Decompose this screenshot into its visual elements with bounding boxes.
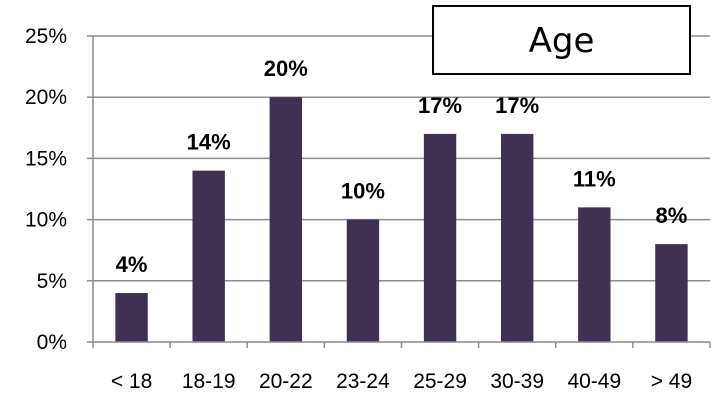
y-tick-label: 25% xyxy=(25,25,67,48)
bar xyxy=(346,219,380,342)
bars xyxy=(115,97,688,342)
y-tick-label: 10% xyxy=(25,209,67,232)
data-label: 10% xyxy=(341,179,385,204)
x-tick-label: 40-49 xyxy=(567,370,621,393)
data-label: 17% xyxy=(418,93,462,118)
chart-title-box: Age xyxy=(432,5,691,75)
x-tick-label: 20-22 xyxy=(259,370,313,393)
x-tick-label: 23-24 xyxy=(336,370,390,393)
data-label: 20% xyxy=(264,56,308,81)
x-tick-label: 25-29 xyxy=(413,370,467,393)
y-tick-label: 0% xyxy=(37,331,67,354)
data-label: 14% xyxy=(187,130,231,155)
data-label: 17% xyxy=(495,93,539,118)
title-frame xyxy=(432,5,691,75)
x-tick-label: 18-19 xyxy=(182,370,236,393)
labels: 0% 5% 10% 15% 20% 25% 4% < 18 14% 18-19 20% 20-22 10… xyxy=(25,25,692,393)
bar xyxy=(500,133,534,342)
chart-title: Age xyxy=(529,21,595,61)
bar xyxy=(655,244,688,342)
x-tick-label: < 18 xyxy=(111,370,152,393)
bar xyxy=(192,170,225,342)
bar xyxy=(115,293,148,342)
bar xyxy=(578,207,611,342)
axes xyxy=(87,35,711,348)
y-tick-label: 15% xyxy=(25,147,67,170)
x-tick-label: > 49 xyxy=(651,370,692,393)
x-tick-label: 30-39 xyxy=(490,370,544,393)
data-label: 4% xyxy=(116,252,148,277)
y-tick-label: 5% xyxy=(37,270,67,293)
bar xyxy=(423,133,457,342)
y-tick-label: 20% xyxy=(25,86,67,109)
data-label: 8% xyxy=(656,203,688,228)
bar xyxy=(269,97,303,342)
data-label: 11% xyxy=(573,166,616,191)
